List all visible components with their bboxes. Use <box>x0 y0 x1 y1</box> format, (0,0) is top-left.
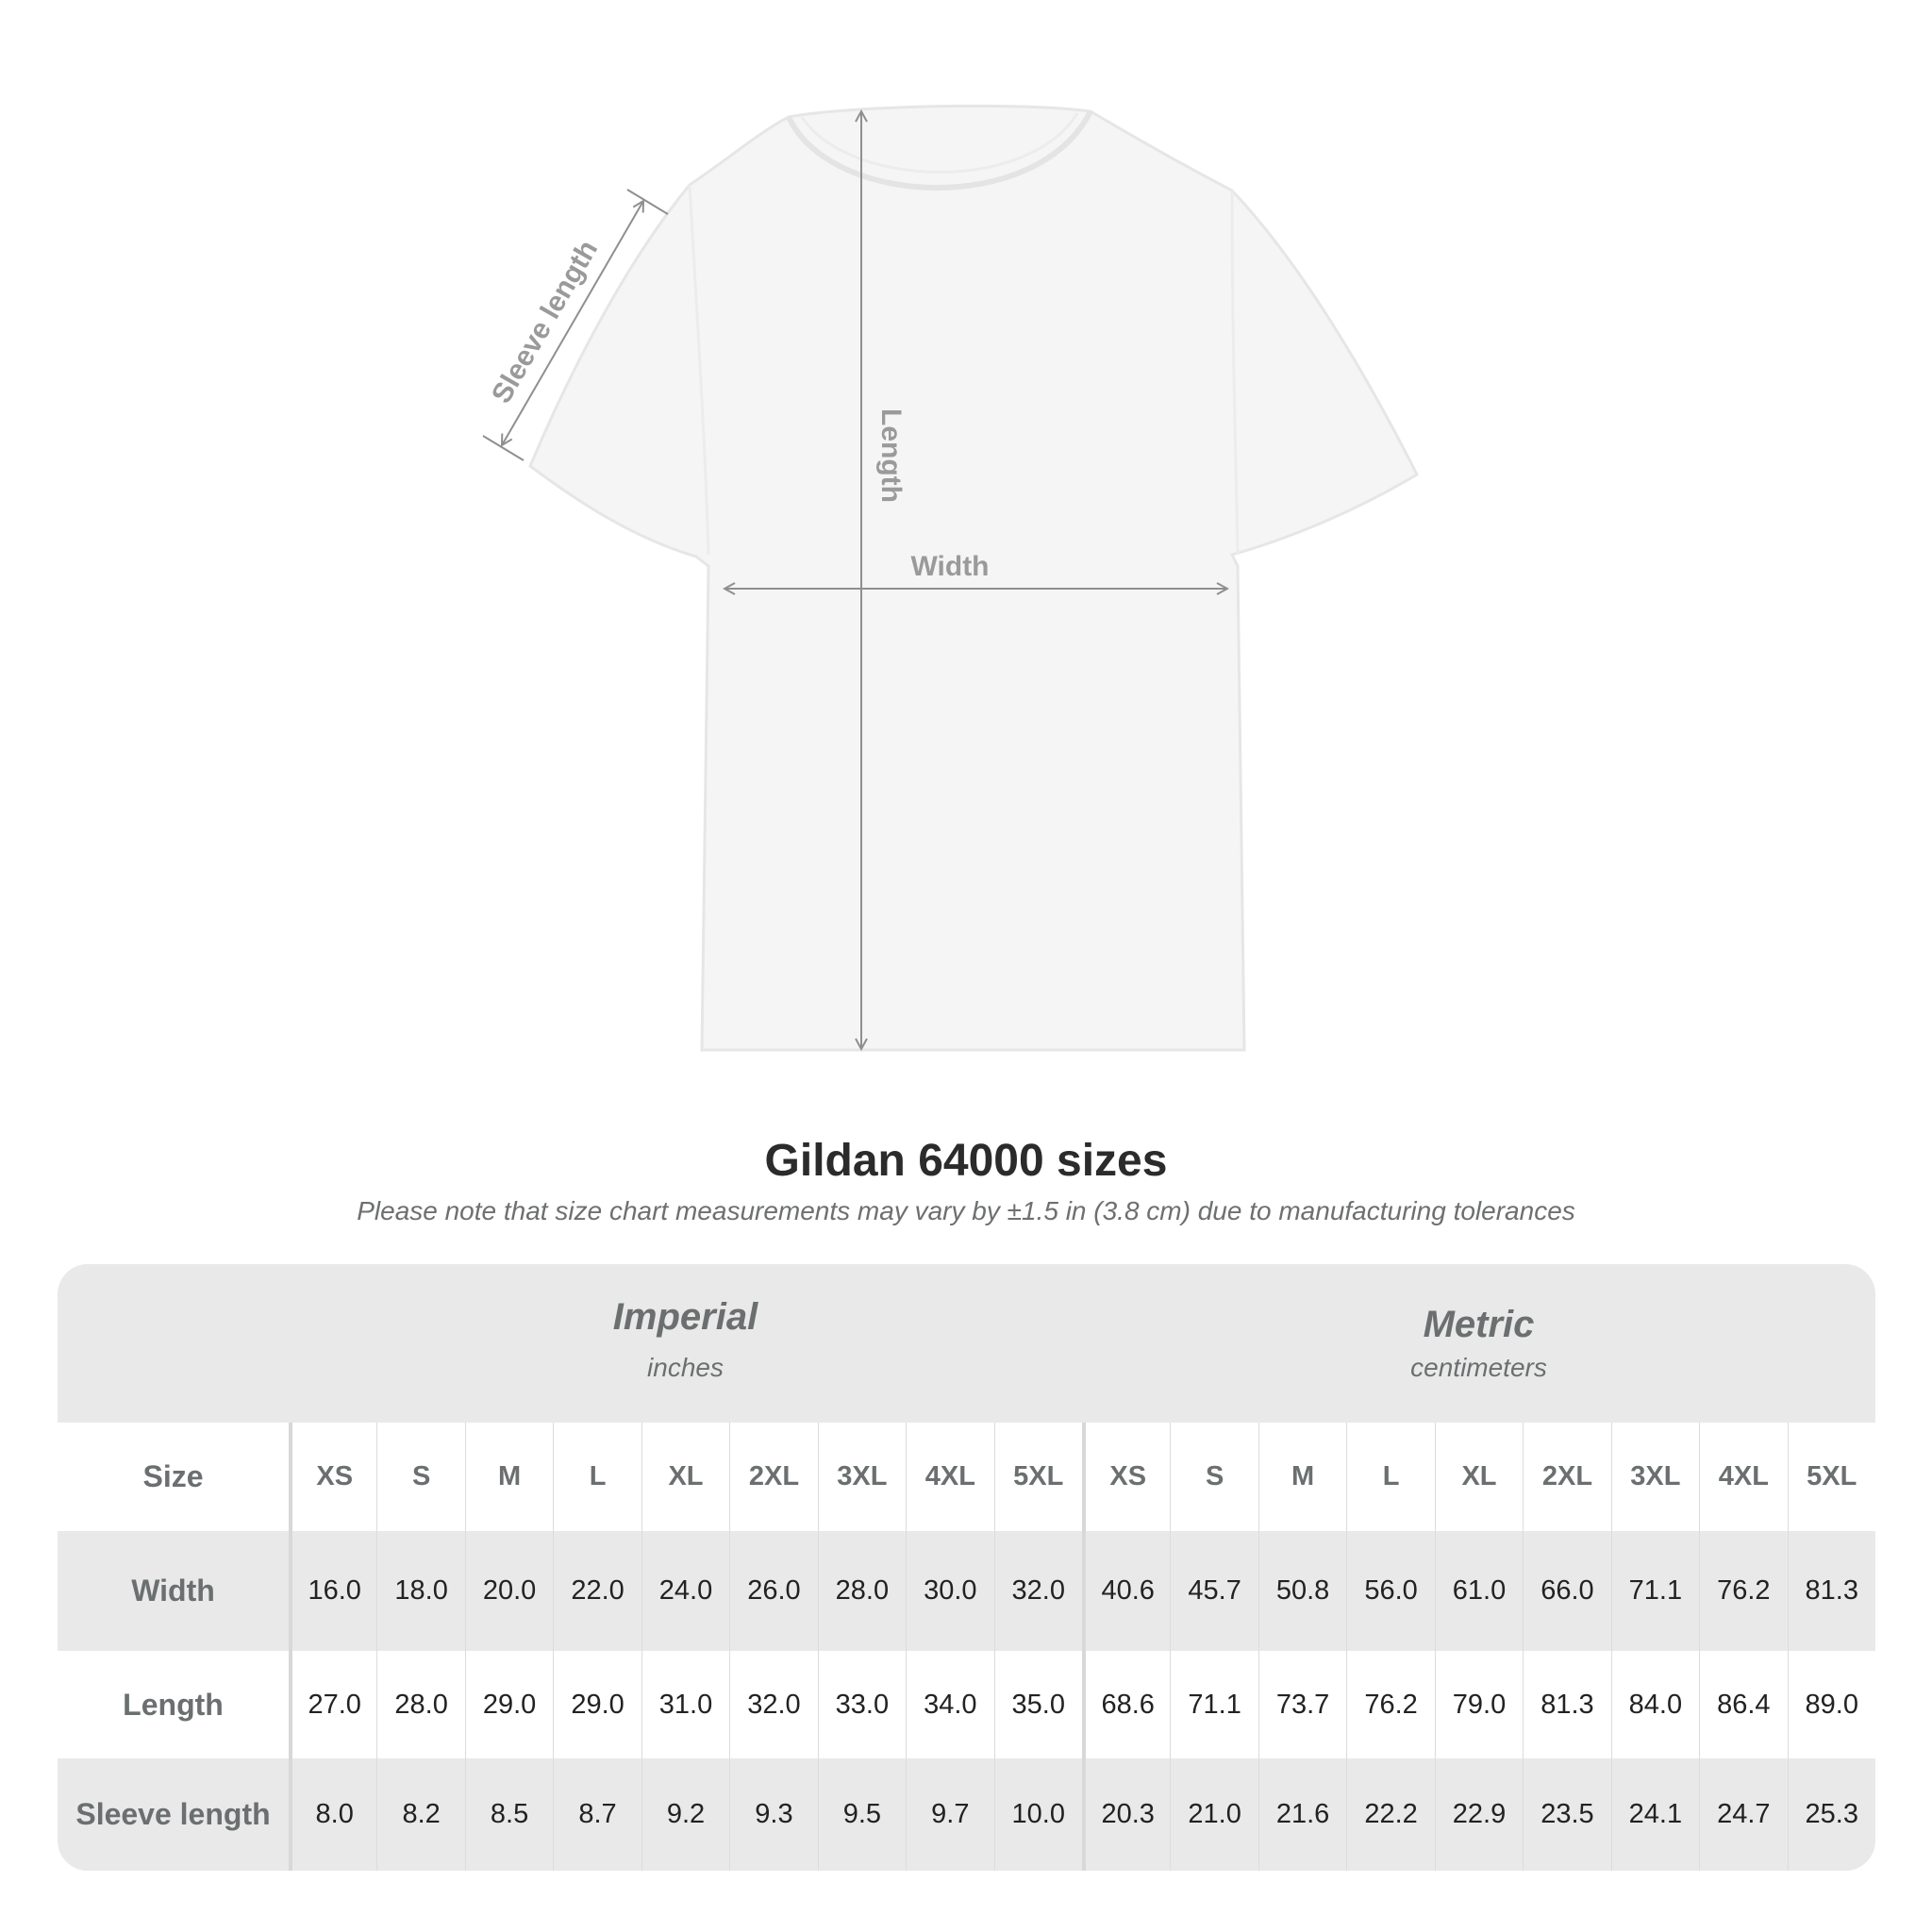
table-row: Width 16.0 18.0 20.0 22.0 24.0 26.0 28.0 30.0 32.… <box>58 1531 1875 1651</box>
metric-unit: centimeters <box>1410 1353 1547 1382</box>
imperial-value-cell: 8.2 <box>376 1758 464 1871</box>
imperial-value-cell: 28.0 <box>817 1531 906 1651</box>
size-header-cell: 4XL <box>906 1423 993 1531</box>
row-label: Size <box>142 1459 204 1493</box>
tshirt-collar <box>786 109 1093 191</box>
row-label: Width <box>131 1574 215 1607</box>
imperial-value-cell: 16.0 <box>289 1531 376 1651</box>
metric-value-cell: 76.2 <box>1699 1531 1787 1651</box>
metric-value-cell: 21.0 <box>1170 1758 1257 1871</box>
table-row: Length 27.0 28.0 29.0 29.0 31.0 32.0 33.0 34.0 35… <box>58 1651 1875 1758</box>
metric-value-cell: 20.3 <box>1082 1758 1170 1871</box>
imperial-value-cell: 32.0 <box>729 1651 817 1758</box>
metric-value-cell: 22.9 <box>1434 1758 1523 1871</box>
size-header-cell: L <box>553 1423 641 1531</box>
imperial-value-cell: 31.0 <box>641 1651 729 1758</box>
metric-value-cell: 50.8 <box>1257 1531 1346 1651</box>
metric-value-cell: 81.3 <box>1787 1531 1875 1651</box>
imperial-value-cell: 10.0 <box>993 1758 1082 1871</box>
imperial-value-cell: 9.7 <box>906 1758 993 1871</box>
metric-value-cell: 71.1 <box>1170 1651 1257 1758</box>
size-header-cell: XS <box>289 1423 376 1531</box>
metric-value-cell: 76.2 <box>1346 1651 1434 1758</box>
imperial-unit: inches <box>647 1353 724 1382</box>
metric-value-cell: 23.5 <box>1523 1758 1610 1871</box>
metric-value-cell: 25.3 <box>1787 1758 1875 1871</box>
size-header-cell: XS <box>1082 1423 1170 1531</box>
metric-value-cell: 84.0 <box>1610 1651 1699 1758</box>
imperial-value-cell: 9.3 <box>729 1758 817 1871</box>
metric-value-cell: 40.6 <box>1082 1531 1170 1651</box>
imperial-value-cell: 9.2 <box>641 1758 729 1871</box>
size-header-row: Size XS S M L XL 2XL 3XL 4XL 5XL XS S M L XL 2XL 3XL 4XL 5… <box>58 1423 1875 1531</box>
imperial-value-cell: 32.0 <box>993 1531 1082 1651</box>
imperial-value-cell: 26.0 <box>729 1531 817 1651</box>
imperial-value-cell: 8.7 <box>553 1758 641 1871</box>
metric-value-cell: 66.0 <box>1523 1531 1610 1651</box>
size-header-cell: 3XL <box>817 1423 906 1531</box>
sleeve-arrow <box>502 201 643 445</box>
imperial-value-cell: 29.0 <box>553 1651 641 1758</box>
size-header-cell: XL <box>641 1423 729 1531</box>
width-label: Width <box>910 551 989 582</box>
imperial-value-cell: 27.0 <box>289 1651 376 1758</box>
metric-value-cell: 73.7 <box>1257 1651 1346 1758</box>
metric-value-cell: 81.3 <box>1523 1651 1610 1758</box>
imperial-value-cell: 28.0 <box>376 1651 464 1758</box>
imperial-title: Imperial <box>612 1296 758 1338</box>
imperial-value-cell: 33.0 <box>817 1651 906 1758</box>
size-header-cell: M <box>1257 1423 1346 1531</box>
imperial-value-cell: 35.0 <box>993 1651 1082 1758</box>
metric-value-cell: 56.0 <box>1346 1531 1434 1651</box>
imperial-value-cell: 24.0 <box>641 1531 729 1651</box>
size-header-cell: L <box>1346 1423 1434 1531</box>
size-header-cell: 2XL <box>1523 1423 1610 1531</box>
size-header-cell: 3XL <box>1610 1423 1699 1531</box>
metric-group-header: Metric centimeters <box>1082 1264 1875 1423</box>
size-header-cell: 4XL <box>1699 1423 1787 1531</box>
tolerance-note: Please note that size chart measurements… <box>357 1196 1575 1225</box>
metric-value-cell: 86.4 <box>1699 1651 1787 1758</box>
imperial-value-cell: 22.0 <box>553 1531 641 1651</box>
metric-value-cell: 79.0 <box>1434 1651 1523 1758</box>
metric-value-cell: 68.6 <box>1082 1651 1170 1758</box>
metric-value-cell: 21.6 <box>1257 1758 1346 1871</box>
row-label: Length <box>123 1687 224 1722</box>
metric-value-cell: 24.1 <box>1610 1758 1699 1871</box>
size-header-cell: XL <box>1434 1423 1523 1531</box>
imperial-group-header: Imperial inches <box>289 1264 1082 1423</box>
metric-value-cell: 71.1 <box>1610 1531 1699 1651</box>
row-label: Sleeve length <box>75 1797 271 1831</box>
metric-value-cell: 22.2 <box>1346 1758 1434 1871</box>
metric-title: Metric <box>1423 1304 1535 1345</box>
size-header-cell: 2XL <box>729 1423 817 1531</box>
size-header-cell: S <box>376 1423 464 1531</box>
imperial-value-cell: 8.0 <box>289 1758 376 1871</box>
metric-value-cell: 24.7 <box>1699 1758 1787 1871</box>
length-label: Length <box>875 408 907 503</box>
imperial-value-cell: 29.0 <box>464 1651 553 1758</box>
size-header-cell: S <box>1170 1423 1257 1531</box>
metric-value-cell: 45.7 <box>1170 1531 1257 1651</box>
imperial-value-cell: 9.5 <box>817 1758 906 1871</box>
imperial-value-cell: 18.0 <box>376 1531 464 1651</box>
imperial-value-cell: 8.5 <box>464 1758 553 1871</box>
size-header-cell: 5XL <box>993 1423 1082 1531</box>
metric-value-cell: 89.0 <box>1787 1651 1875 1758</box>
size-header-cell: 5XL <box>1787 1423 1875 1531</box>
imperial-value-cell: 34.0 <box>906 1651 993 1758</box>
imperial-value-cell: 30.0 <box>906 1531 993 1651</box>
size-table: Imperial inches Metric centimeters Size X… <box>58 1264 1875 1871</box>
table-row: Sleeve length 8.0 8.2 8.5 8.7 9.2 9.3 9.5 9.7 10.… <box>58 1758 1875 1871</box>
tshirt-diagram: Length Width Sleeve length <box>482 104 1419 1052</box>
page-title: Gildan 64000 sizes <box>764 1136 1168 1186</box>
imperial-value-cell: 20.0 <box>464 1531 553 1651</box>
metric-value-cell: 61.0 <box>1434 1531 1523 1651</box>
size-header-cell: M <box>464 1423 553 1531</box>
